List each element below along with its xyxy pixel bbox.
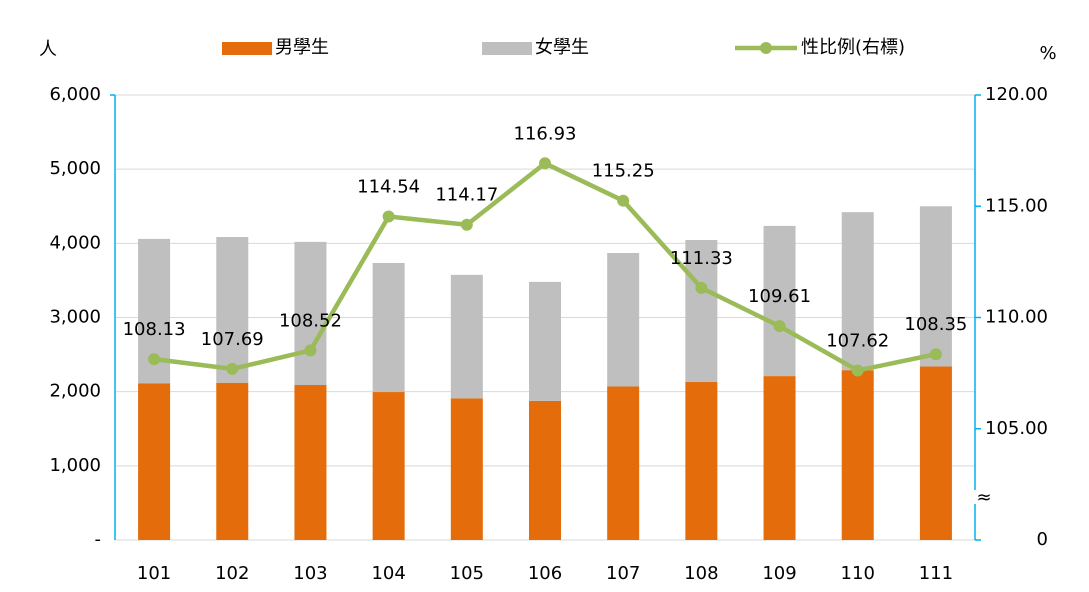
data-label: 107.69 [201, 329, 264, 350]
axis-break-gap [969, 490, 981, 504]
y2-tick-label: 120.00 [985, 84, 1048, 105]
line-point [773, 320, 786, 333]
bar [685, 239, 718, 383]
bar [841, 212, 874, 371]
bar [450, 398, 483, 540]
line-point [851, 364, 864, 377]
line-point [460, 218, 473, 231]
line-point [617, 194, 630, 207]
bar [607, 386, 640, 540]
data-label: 114.54 [357, 176, 420, 197]
bar [763, 225, 796, 377]
data-label: 115.25 [592, 161, 655, 182]
data-label: 108.13 [123, 319, 186, 340]
x-tick-label: 103 [293, 563, 327, 584]
bar [763, 376, 796, 540]
x-tick-label: 104 [371, 563, 405, 584]
legend-label: 女學生 [535, 37, 589, 58]
line-point [539, 157, 551, 170]
y-tick-label: 4,000 [49, 232, 101, 253]
bar [294, 384, 327, 540]
x-tick-label: 111 [919, 563, 953, 584]
bar [685, 382, 718, 540]
data-label: 108.35 [904, 314, 967, 335]
bar [919, 366, 952, 540]
x-tick-label: 101 [137, 563, 171, 584]
line-point [929, 348, 942, 361]
y2-tick-label: 105.00 [985, 418, 1048, 439]
bar [294, 241, 327, 385]
x-tick-label: 108 [684, 563, 718, 584]
data-label: 114.17 [435, 185, 498, 206]
data-label: 116.93 [514, 123, 577, 144]
x-tick-label: 110 [841, 563, 875, 584]
bar [919, 206, 952, 367]
y-tick-label: 2,000 [49, 381, 101, 402]
legend-label: 性比例(右標) [801, 37, 905, 58]
bar [216, 237, 249, 383]
x-tick-label: 106 [528, 563, 562, 584]
y-tick-label: - [95, 529, 102, 550]
y-tick-label: 1,000 [49, 455, 101, 476]
legend-label: 男學生 [275, 37, 329, 58]
line-point [148, 353, 161, 366]
y-tick-label: 3,000 [49, 307, 101, 328]
y-tick-label: 5,000 [49, 158, 101, 179]
x-tick-label: 105 [450, 563, 484, 584]
x-tick-label: 109 [762, 563, 796, 584]
line-point [695, 281, 708, 294]
legend-swatch [482, 42, 532, 55]
bar [450, 274, 483, 399]
bar [529, 400, 561, 540]
line-point [226, 362, 239, 375]
y2-tick-label: 0 [1037, 529, 1048, 550]
legend-swatch [222, 42, 272, 55]
bar [372, 392, 405, 540]
bar [529, 281, 561, 401]
data-label: 107.62 [826, 330, 889, 351]
bar [841, 370, 874, 540]
axis-break: ≈ [976, 487, 991, 508]
y2-tick-label: 110.00 [985, 307, 1048, 328]
y-axis-label: 人 [39, 39, 57, 60]
bar [138, 383, 171, 540]
data-label: 111.33 [670, 248, 733, 269]
y2-tick-label: 115.00 [985, 195, 1048, 216]
x-tick-label: 102 [215, 563, 249, 584]
bar [216, 382, 249, 540]
legend-swatch-marker [760, 42, 772, 54]
data-label: 108.52 [279, 310, 342, 331]
bar [607, 252, 640, 387]
bar [372, 262, 405, 393]
y2-axis-label: % [1039, 43, 1056, 64]
line-point [382, 210, 395, 223]
x-tick-label: 107 [606, 563, 640, 584]
line-point [304, 344, 317, 357]
data-label: 109.61 [748, 286, 811, 307]
y-tick-label: 6,000 [49, 84, 101, 105]
